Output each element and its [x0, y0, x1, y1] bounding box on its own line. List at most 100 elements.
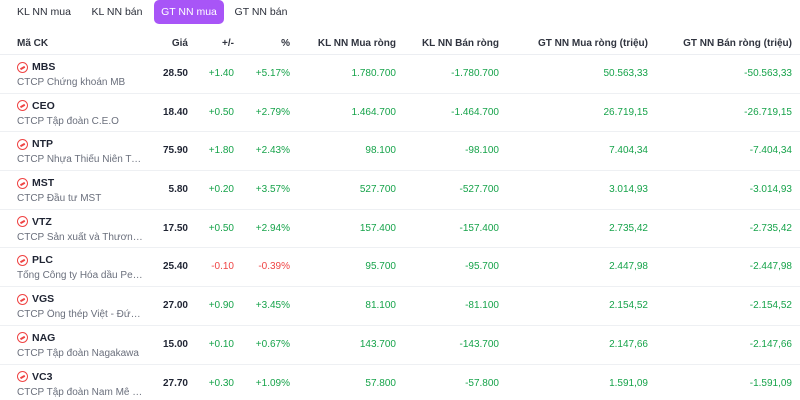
change-cell: +0.10: [208, 338, 234, 350]
percent-cell: +2.79%: [255, 106, 290, 118]
trend-icon: [17, 332, 28, 344]
stock-symbol[interactable]: NTP: [32, 138, 53, 151]
table-row[interactable]: VTZ CTCP Sản xuất và Thương mại Nhựa Việt…: [0, 210, 800, 249]
company-name: CTCP Nhựa Thiếu Niên Tiền Phong: [17, 154, 143, 166]
symbol-cell: VC3 CTCP Tập đoàn Nam Mê Kông: [17, 370, 147, 398]
net-buy-value-cell: 50.563,33: [603, 68, 649, 79]
header-net-buy-volume[interactable]: KL NN Mua ròng: [317, 38, 396, 49]
symbol-cell: MST CTCP Đầu tư MST: [17, 176, 147, 204]
net-sell-value-cell: -7.404,34: [749, 145, 792, 157]
percent-cell: +5.17%: [255, 68, 290, 79]
net-buy-volume-cell: 57.800: [365, 377, 396, 389]
company-name: CTCP Tập đoàn C.E.O: [17, 115, 119, 127]
trend-icon: [17, 293, 28, 305]
net-buy-volume-cell: 98.100: [365, 145, 396, 157]
change-cell: +1.40: [208, 68, 234, 79]
stock-symbol[interactable]: VC3: [32, 370, 53, 383]
net-buy-volume-cell: 1.780.700: [351, 68, 397, 79]
net-sell-value-cell: -2.447,98: [749, 261, 792, 273]
table-row[interactable]: PLC Tổng Công ty Hóa dầu Petrolimex 25.40 -…: [0, 248, 800, 288]
net-buy-value-cell: 26.719,15: [603, 106, 649, 118]
table-body: MBS CTCP Chứng khoán MB 28.50 +1.40 +5.17% 1.…: [0, 55, 800, 400]
header-net-sell-value[interactable]: GT NN Bán ròng (triệu): [683, 38, 792, 49]
company-name: CTCP Sản xuất và Thương mại Nhựa Việt Th…: [17, 231, 143, 243]
company-name: CTCP Chứng khoán MB: [17, 77, 126, 88]
net-sell-value-cell: -2.154,52: [749, 300, 792, 312]
net-buy-volume-cell: 95.700: [365, 261, 396, 273]
net-buy-volume-cell: 143.700: [359, 338, 396, 350]
stock-symbol[interactable]: VTZ: [32, 215, 52, 228]
net-sell-value-cell: -50.563,33: [744, 68, 792, 79]
net-sell-volume-cell: -157.400: [459, 222, 499, 234]
net-sell-value-cell: -3.014,93: [749, 184, 792, 196]
net-sell-volume-cell: -1.464.700: [451, 106, 499, 118]
company-name: CTCP Tập đoàn Nagakawa: [17, 347, 139, 359]
net-buy-volume-cell: 527.700: [359, 184, 396, 196]
table-row[interactable]: MBS CTCP Chứng khoán MB 28.50 +1.40 +5.17% 1.…: [0, 55, 800, 94]
price-cell: 15.00: [162, 338, 188, 350]
net-sell-volume-cell: -98.100: [465, 145, 499, 157]
percent-cell: +2.43%: [255, 145, 290, 157]
table-row[interactable]: VGS CTCP Ống thép Việt - Đức VG PIPE 27.00…: [0, 287, 800, 326]
net-sell-volume-cell: -95.700: [465, 261, 499, 273]
net-buy-volume-cell: 1.464.700: [351, 106, 397, 118]
stock-symbol[interactable]: CEO: [32, 99, 55, 112]
net-buy-value-cell: 2.147,66: [609, 338, 648, 350]
tab-kl-nn-mua[interactable]: KL NN mua: [17, 6, 71, 18]
symbol-cell: VGS CTCP Ống thép Việt - Đức VG PIPE: [17, 292, 147, 320]
price-cell: 28.50: [162, 68, 188, 79]
trend-icon: [17, 61, 28, 73]
tab-kl-nn-ban[interactable]: KL NN bán: [91, 6, 143, 18]
table-row[interactable]: MST CTCP Đầu tư MST 5.80 +0.20 +3.57% 527.700…: [0, 171, 800, 210]
stock-symbol[interactable]: VGS: [32, 293, 55, 306]
price-cell: 25.40: [162, 261, 188, 273]
symbol-cell: NTP CTCP Nhựa Thiếu Niên Tiền Phong: [17, 137, 147, 165]
table-row[interactable]: NAG CTCP Tập đoàn Nagakawa 15.00 +0.10 +0.67…: [0, 326, 800, 365]
trend-icon: [17, 177, 28, 189]
tab-gt-nn-mua[interactable]: GT NN mua: [154, 0, 224, 24]
symbol-cell: CEO CTCP Tập đoàn C.E.O: [17, 99, 147, 127]
header-price[interactable]: Giá: [171, 38, 188, 49]
tab-gt-nn-ban[interactable]: GT NN bán: [234, 6, 288, 18]
foreign-trading-table: Mã CK Giá +/- % KL NN Mua ròng KL NN Bán…: [0, 33, 800, 400]
change-cell: +1.80: [208, 145, 234, 157]
symbol-cell: PLC Tổng Công ty Hóa dầu Petrolimex: [17, 253, 147, 281]
table-row[interactable]: CEO CTCP Tập đoàn C.E.O 18.40 +0.50 +2.79% 1.…: [0, 94, 800, 133]
header-symbol[interactable]: Mã CK: [17, 38, 49, 49]
percent-cell: +2.94%: [255, 222, 290, 234]
table-row[interactable]: NTP CTCP Nhựa Thiếu Niên Tiền Phong 75.90 +…: [0, 132, 800, 172]
net-sell-volume-cell: -143.700: [459, 338, 499, 350]
percent-cell: +0.67%: [255, 338, 290, 350]
stock-symbol[interactable]: NAG: [32, 331, 56, 344]
percent-cell: -0.39%: [258, 261, 290, 273]
change-cell: +0.90: [208, 300, 234, 312]
header-net-buy-value[interactable]: GT NN Mua ròng (triệu): [538, 38, 648, 49]
tab-bar: KL NN mua KL NN bán GT NN mua GT NN bán: [0, 0, 292, 24]
net-sell-volume-cell: -527.700: [459, 184, 499, 196]
change-cell: -0.10: [211, 261, 234, 273]
symbol-cell: VTZ CTCP Sản xuất và Thương mại Nhựa Việt…: [17, 215, 147, 243]
stock-symbol[interactable]: PLC: [32, 254, 53, 267]
percent-cell: +3.45%: [255, 300, 290, 312]
stock-symbol[interactable]: MBS: [32, 61, 56, 73]
change-cell: +0.50: [208, 106, 234, 118]
net-sell-volume-cell: -81.100: [465, 300, 499, 312]
net-buy-value-cell: 2.735,42: [609, 222, 648, 234]
net-sell-volume-cell: -1.780.700: [451, 68, 499, 79]
table-header: Mã CK Giá +/- % KL NN Mua ròng KL NN Bán…: [0, 33, 800, 55]
header-net-sell-volume[interactable]: KL NN Bán ròng: [421, 38, 499, 49]
symbol-cell: NAG CTCP Tập đoàn Nagakawa: [17, 331, 147, 359]
price-cell: 5.80: [168, 184, 188, 196]
percent-cell: +1.09%: [255, 377, 290, 389]
header-percent[interactable]: %: [281, 38, 290, 49]
table-row[interactable]: VC3 CTCP Tập đoàn Nam Mê Kông 27.70 +0.30 +1…: [0, 365, 800, 400]
net-sell-value-cell: -1.591,09: [749, 377, 792, 389]
price-cell: 27.70: [162, 377, 188, 389]
trend-icon: [17, 138, 28, 150]
net-sell-value-cell: -2.147,66: [749, 338, 792, 350]
company-name: CTCP Đầu tư MST: [17, 193, 102, 205]
net-buy-volume-cell: 81.100: [365, 300, 396, 312]
trend-icon: [17, 100, 28, 112]
stock-symbol[interactable]: MST: [32, 177, 55, 190]
header-change[interactable]: +/-: [222, 38, 234, 49]
